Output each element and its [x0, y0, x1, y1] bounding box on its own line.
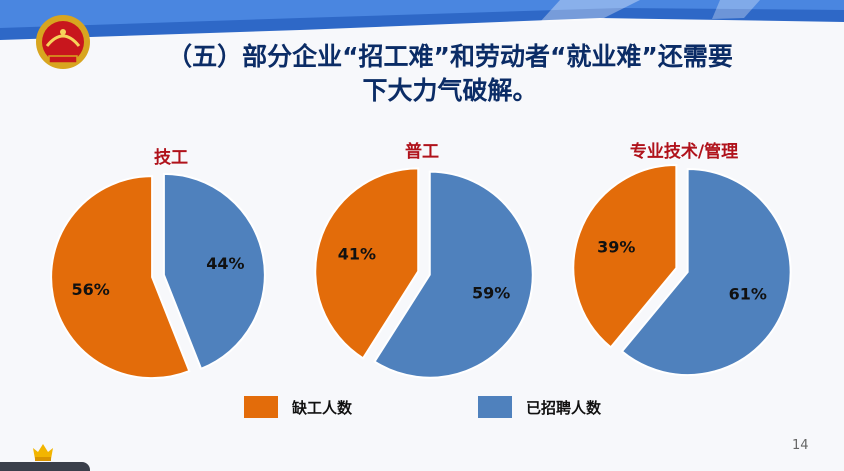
- pie-0-label-hired: 44%: [206, 254, 244, 273]
- title-line-1: （五）部分企业“招工难”和劳动者“就业难”还需要: [167, 42, 733, 71]
- pie-0-label-shortage: 56%: [71, 280, 109, 299]
- header-decoration: [0, 0, 844, 40]
- emblem-icon: [36, 15, 90, 69]
- legend-swatch-shortage: [244, 396, 278, 418]
- chart-title-skilled: 技工: [154, 148, 188, 168]
- legend-swatch-hired: [478, 396, 512, 418]
- pie-2-label-shortage: 39%: [597, 237, 635, 256]
- page-number: 14: [792, 438, 809, 453]
- pie-1-slice-shortage: [314, 167, 420, 360]
- chart-title-general: 普工: [405, 142, 439, 162]
- pie-0-slice-shortage: [50, 175, 191, 380]
- pie-1-label-shortage: 41%: [338, 245, 376, 264]
- legend-item-hired: 已招聘人数: [478, 394, 601, 420]
- page-title: （五）部分企业“招工难”和劳动者“就业难”还需要 下大力气破解。: [110, 40, 790, 108]
- legend-label-shortage: 缺工人数: [292, 398, 353, 417]
- pie-2-slice-shortage: [572, 163, 678, 349]
- pie-0-slice-hired: [162, 172, 266, 371]
- pie-2-slice-hired: [620, 168, 792, 376]
- status-strip: [0, 462, 90, 471]
- title-line-2: 下大力气破解。: [362, 76, 538, 105]
- pie-1-label-hired: 59%: [472, 283, 510, 302]
- pie-1-slice-hired: [373, 170, 534, 379]
- legend-label-hired: 已招聘人数: [526, 398, 602, 417]
- chart-title-professional: 专业技术/管理: [629, 142, 739, 162]
- pie-2-label-hired: 61%: [729, 285, 767, 304]
- legend-item-shortage: 缺工人数: [244, 394, 352, 420]
- vip-badge-icon: [33, 444, 53, 461]
